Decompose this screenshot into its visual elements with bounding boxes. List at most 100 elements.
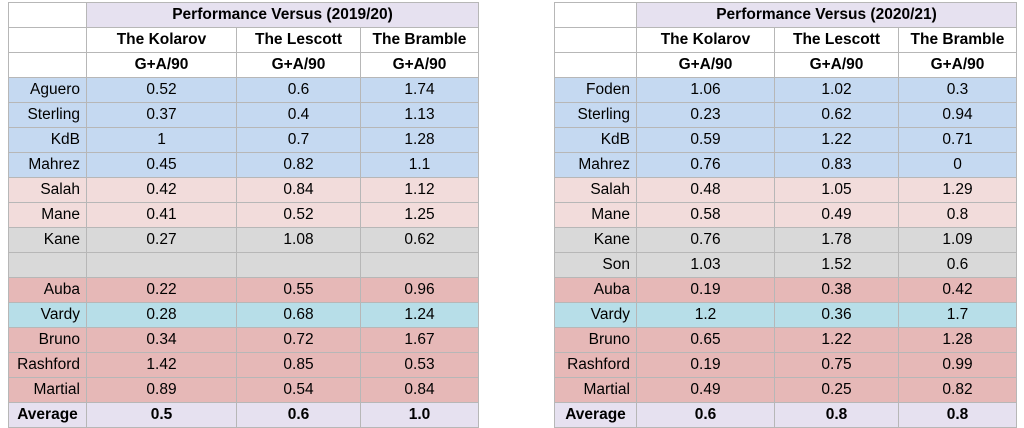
value-cell: 0.96 [360,277,479,303]
player-name-cell: Rashford [8,352,87,378]
value-cell: 1.1 [360,152,479,178]
player-name-cell: Auba [554,277,637,303]
value-cell: 0.83 [774,152,899,178]
player-name-cell: Bruno [554,327,637,353]
value-cell [86,252,237,278]
value-cell [360,252,479,278]
value-cell: 0.68 [236,302,361,328]
player-name-cell: Salah [8,177,87,203]
value-cell [236,252,361,278]
player-name-cell: Rashford [554,352,637,378]
value-cell: 1.05 [774,177,899,203]
value-cell: 0.19 [636,352,775,378]
player-row: Auba 0.22 0.55 0.96 [8,277,479,303]
value-cell: 0.65 [636,327,775,353]
player-name-cell: Mane [8,202,87,228]
average-row: Average 0.5 0.6 1.0 [8,402,479,428]
player-name-cell: Sterling [554,102,637,128]
value-cell: 1.06 [636,77,775,103]
metric-header: G+A/90 [86,52,237,78]
value-cell: 0.45 [86,152,237,178]
value-cell: 1.03 [636,252,775,278]
player-row: Vardy 0.28 0.68 1.24 [8,302,479,328]
player-row: Mane 0.41 0.52 1.25 [8,202,479,228]
value-cell: 0.84 [236,177,361,203]
average-value: 1.0 [360,402,479,428]
player-name-cell: Foden [554,77,637,103]
value-cell: 1.29 [898,177,1017,203]
player-name-cell: Vardy [8,302,87,328]
player-row: Auba 0.19 0.38 0.42 [554,277,1017,303]
player-name-cell: Aguero [8,77,87,103]
header-blank-cell [554,2,637,28]
metric-header: G+A/90 [636,52,775,78]
player-row: Martial 0.49 0.25 0.82 [554,377,1017,403]
value-cell: 0.82 [898,377,1017,403]
value-cell: 0.59 [636,127,775,153]
player-row: Aguero 0.52 0.6 1.74 [8,77,479,103]
player-name-cell [8,252,87,278]
player-row: Bruno 0.65 1.22 1.28 [554,327,1017,353]
title-row: Performance Versus (2020/21) [554,2,1017,28]
metric-header-row: G+A/90 G+A/90 G+A/90 [554,52,1017,78]
player-row: Salah 0.42 0.84 1.12 [8,177,479,203]
value-cell: 1.74 [360,77,479,103]
player-row: Mahrez 0.45 0.82 1.1 [8,152,479,178]
value-cell: 0.34 [86,327,237,353]
value-cell: 0.42 [898,277,1017,303]
value-cell: 0.41 [86,202,237,228]
value-cell: 0.28 [86,302,237,328]
player-name-cell: Mahrez [554,152,637,178]
metric-header-row: G+A/90 G+A/90 G+A/90 [8,52,479,78]
value-cell: 0.42 [86,177,237,203]
value-cell: 1.22 [774,327,899,353]
player-name-cell: Son [554,252,637,278]
player-row: Rashford 1.42 0.85 0.53 [8,352,479,378]
average-value: 0.8 [898,402,1017,428]
player-name-cell: Mane [554,202,637,228]
player-row: Foden 1.06 1.02 0.3 [554,77,1017,103]
value-cell: 1.28 [360,127,479,153]
metric-header: G+A/90 [236,52,361,78]
column-header: The Bramble [360,27,479,53]
value-cell: 0.37 [86,102,237,128]
value-cell: 0.84 [360,377,479,403]
player-name-cell: Salah [554,177,637,203]
value-cell: 0.6 [236,77,361,103]
metric-header: G+A/90 [898,52,1017,78]
player-row: Mahrez 0.76 0.83 0 [554,152,1017,178]
value-cell: 0.23 [636,102,775,128]
value-cell: 0.25 [774,377,899,403]
value-cell: 0.89 [86,377,237,403]
value-cell: 0.53 [360,352,479,378]
value-cell: 0.72 [236,327,361,353]
average-value: 0.8 [774,402,899,428]
value-cell: 0.49 [636,377,775,403]
table-title: Performance Versus (2019/20) [86,2,479,28]
value-cell: 1.25 [360,202,479,228]
performance-table-2020-21: Performance Versus (2020/21) The Kolarov T… [554,2,1017,428]
player-row: Martial 0.89 0.54 0.84 [8,377,479,403]
player-name-cell: Martial [554,377,637,403]
player-row: Bruno 0.34 0.72 1.67 [8,327,479,353]
player-row: KdB 1 0.7 1.28 [8,127,479,153]
value-cell: 0.27 [86,227,237,253]
column-header: The Lescott [774,27,899,53]
player-name-cell: Vardy [554,302,637,328]
value-cell: 0.71 [898,127,1017,153]
player-row: Vardy 1.2 0.36 1.7 [554,302,1017,328]
average-label: Average [8,402,87,428]
average-value: 0.6 [636,402,775,428]
value-cell: 0.94 [898,102,1017,128]
value-cell: 0.62 [774,102,899,128]
player-name-cell: Kane [8,227,87,253]
value-cell: 0.36 [774,302,899,328]
value-cell: 0.99 [898,352,1017,378]
value-cell: 0.76 [636,227,775,253]
value-cell: 1.28 [898,327,1017,353]
average-row: Average 0.6 0.8 0.8 [554,402,1017,428]
value-cell: 0.58 [636,202,775,228]
value-cell: 1.52 [774,252,899,278]
metric-header: G+A/90 [774,52,899,78]
player-name-cell: KdB [8,127,87,153]
